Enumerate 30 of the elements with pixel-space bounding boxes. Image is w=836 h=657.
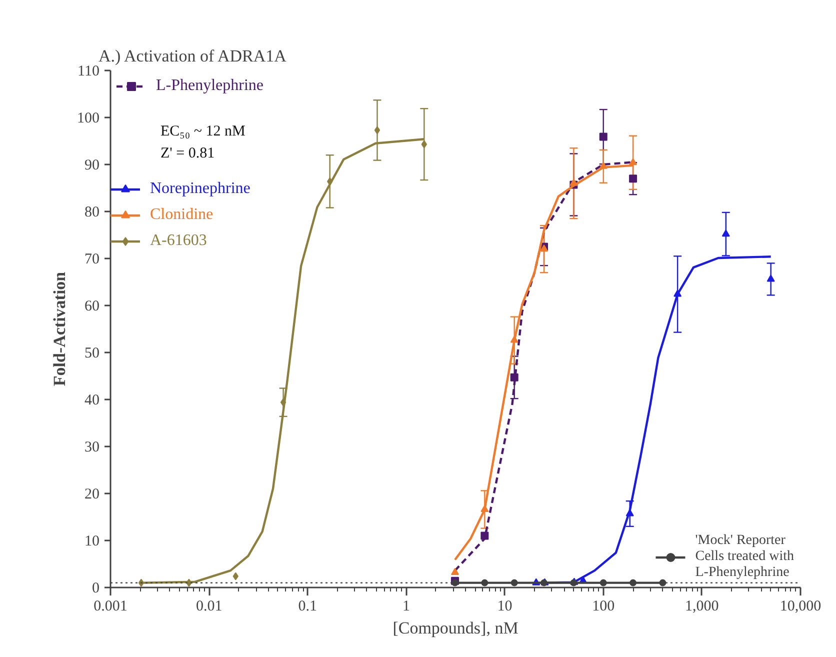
- x-tick-label: 10,000: [780, 598, 822, 614]
- legend-label: A-61603: [150, 232, 207, 250]
- y-tick-label: 50: [84, 346, 100, 362]
- y-tick-label: 110: [78, 64, 100, 80]
- legend-label: Norepinephrine: [150, 180, 250, 198]
- x-axis-title: [Compounds], nM: [392, 618, 518, 638]
- y-tick-label: 70: [84, 252, 100, 268]
- x-tick-label: 1,000: [685, 598, 719, 614]
- legend-label: 'Mock' Reporter Cells treated with L-Phenylephrine: [695, 533, 794, 581]
- y-tick-label: 90: [84, 158, 100, 174]
- y-tick-label: 40: [84, 392, 100, 408]
- y-tick-label: 100: [77, 110, 100, 126]
- chart-title: A.) Activation of ADRA1A: [98, 46, 288, 66]
- x-tick-label: 0.001: [94, 598, 128, 614]
- x-tick-label: 1: [402, 598, 410, 614]
- legend-label: Clonidine: [150, 206, 214, 224]
- y-tick-label: 60: [84, 298, 100, 314]
- annotation: EC₅₀ ~ 12 nM: [160, 124, 246, 140]
- annotation: Z' = 0.81: [160, 146, 215, 162]
- x-tick-label: 100: [592, 598, 615, 614]
- y-tick-label: 80: [84, 204, 100, 220]
- legend-label: L-Phenylephrine: [156, 77, 264, 95]
- y-tick-label: 30: [84, 440, 100, 456]
- x-tick-label: 0.01: [196, 598, 222, 614]
- x-tick-label: 0.1: [298, 598, 318, 614]
- y-tick-label: 0: [92, 580, 100, 596]
- y-tick-label: 10: [84, 534, 100, 550]
- y-tick-label: 20: [84, 486, 100, 502]
- y-axis-title: Fold-Activation: [50, 271, 69, 386]
- x-tick-label: 10: [497, 598, 512, 614]
